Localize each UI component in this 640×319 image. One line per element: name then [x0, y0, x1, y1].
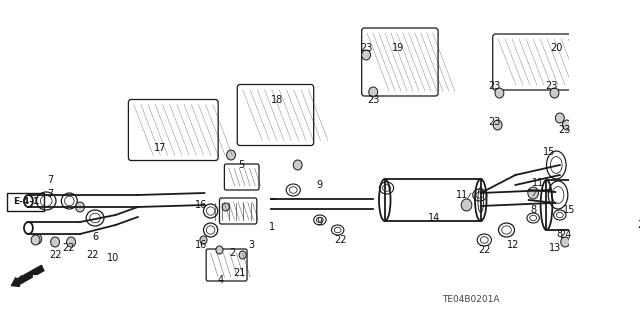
Text: 15: 15: [563, 205, 575, 215]
Circle shape: [528, 187, 538, 199]
Text: E-4-1: E-4-1: [13, 197, 39, 206]
Circle shape: [76, 202, 84, 212]
Text: 19: 19: [392, 43, 404, 53]
Text: 24: 24: [637, 220, 640, 230]
Text: 9: 9: [317, 217, 323, 227]
Text: 1: 1: [269, 222, 275, 232]
Text: 4: 4: [218, 275, 223, 285]
Circle shape: [239, 251, 246, 259]
Text: 22: 22: [334, 235, 347, 245]
Circle shape: [31, 235, 40, 245]
Circle shape: [51, 237, 60, 247]
Text: 24: 24: [559, 230, 572, 240]
Circle shape: [293, 160, 302, 170]
Text: 6: 6: [92, 232, 98, 242]
Text: 20: 20: [550, 43, 563, 53]
Circle shape: [561, 237, 570, 247]
Text: 15: 15: [543, 147, 556, 157]
Text: 7: 7: [47, 175, 54, 185]
Text: 23: 23: [360, 43, 372, 53]
Circle shape: [362, 50, 371, 60]
Text: FR.: FR.: [31, 275, 47, 284]
Bar: [385, 179, 481, 221]
Circle shape: [33, 234, 42, 244]
Text: 17: 17: [154, 143, 166, 153]
Text: 14: 14: [428, 213, 440, 223]
Circle shape: [200, 236, 207, 244]
Text: TE04B0201A: TE04B0201A: [442, 294, 500, 303]
Text: 9: 9: [317, 180, 323, 190]
Text: 22: 22: [62, 243, 75, 253]
Text: 22: 22: [49, 250, 61, 260]
Text: 16: 16: [195, 240, 207, 250]
Circle shape: [495, 88, 504, 98]
Text: 2: 2: [230, 248, 236, 258]
Bar: [547, 180, 640, 230]
Circle shape: [461, 199, 472, 211]
Text: 11: 11: [456, 190, 468, 200]
Text: 8: 8: [557, 229, 563, 239]
Circle shape: [369, 87, 378, 97]
Text: 23: 23: [488, 117, 500, 127]
Circle shape: [216, 246, 223, 254]
Text: 22: 22: [478, 245, 490, 255]
Text: 12: 12: [508, 240, 520, 250]
Text: 23: 23: [367, 95, 380, 105]
Circle shape: [227, 150, 236, 160]
Text: 16: 16: [195, 200, 207, 210]
Text: 13: 13: [549, 243, 561, 253]
Text: 23: 23: [558, 125, 570, 135]
Circle shape: [550, 88, 559, 98]
Text: 18: 18: [271, 95, 284, 105]
Text: 23: 23: [545, 81, 557, 91]
Circle shape: [556, 113, 564, 123]
Text: 21: 21: [234, 268, 246, 278]
Text: 22: 22: [86, 250, 99, 260]
Circle shape: [222, 203, 229, 211]
FancyArrow shape: [12, 265, 44, 286]
Text: 8: 8: [530, 205, 536, 215]
Text: 3: 3: [248, 240, 255, 250]
Text: 5: 5: [239, 160, 245, 170]
Text: 7: 7: [47, 189, 54, 199]
Bar: [7, 193, 44, 211]
Circle shape: [563, 120, 572, 130]
Text: 23: 23: [488, 81, 500, 91]
Text: 11: 11: [531, 178, 544, 188]
Circle shape: [67, 237, 76, 247]
Text: 10: 10: [107, 253, 119, 263]
Circle shape: [493, 120, 502, 130]
